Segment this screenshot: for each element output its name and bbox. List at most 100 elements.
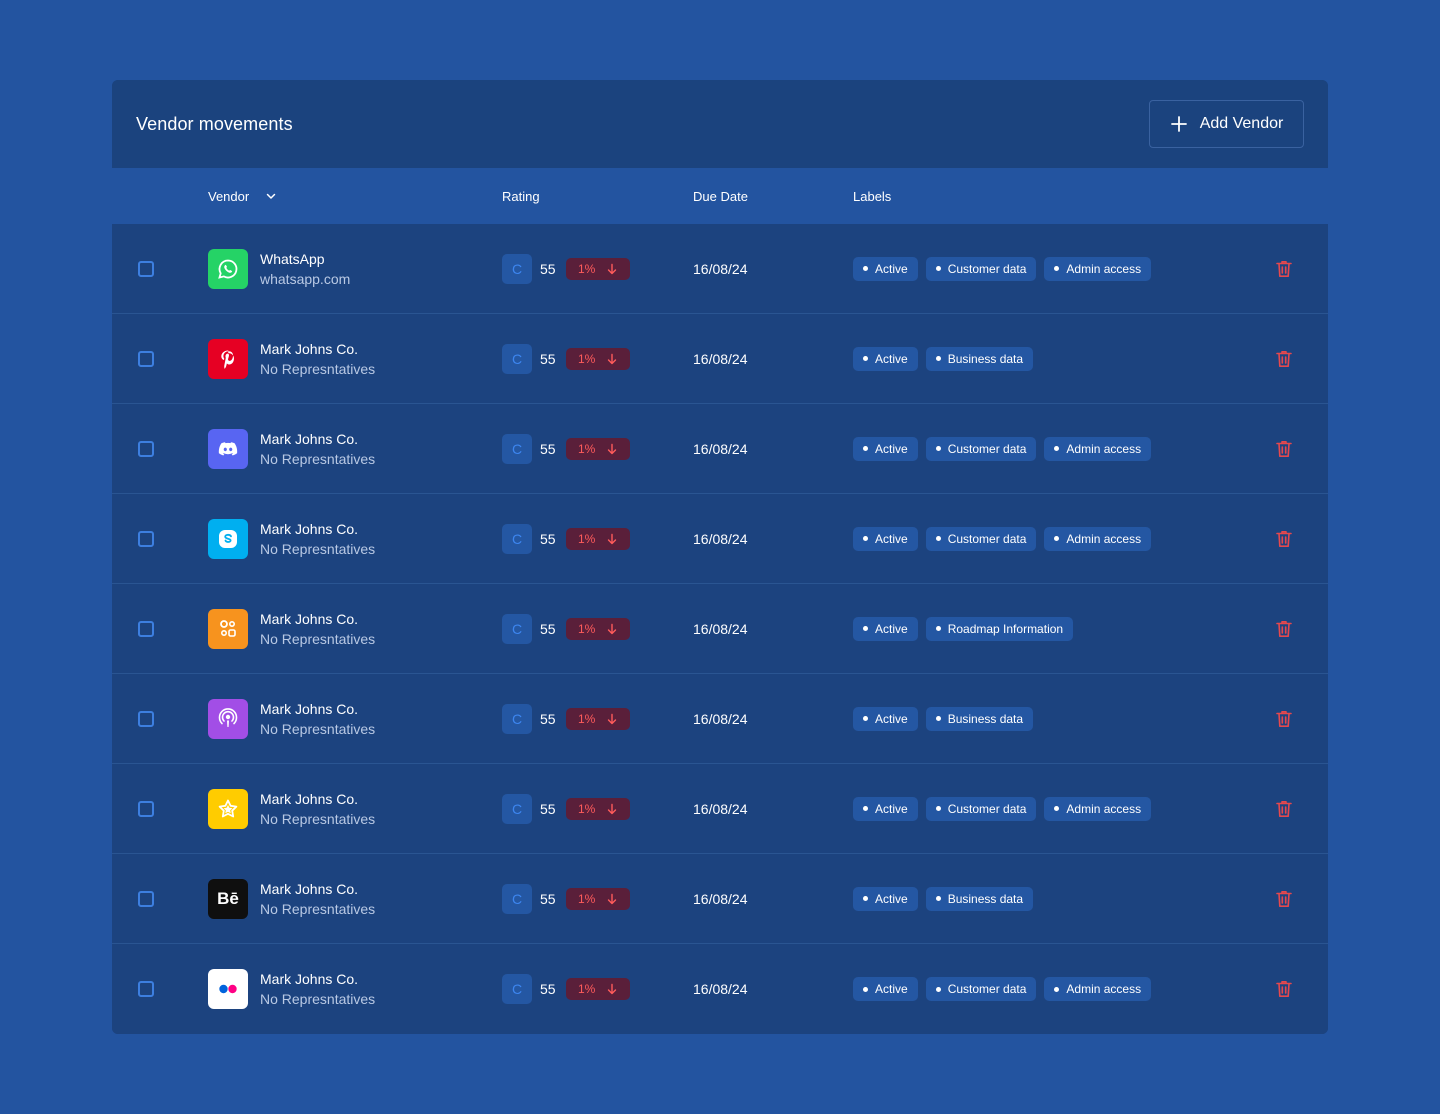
row-checkbox[interactable] — [138, 620, 154, 637]
label-tag-text: Customer data — [947, 441, 1027, 456]
row-checkbox[interactable] — [138, 260, 154, 277]
arrow-down-icon — [607, 803, 617, 814]
labels-group: Active Customer data Admin access — [853, 436, 1152, 461]
table-row[interactable]: Mark Johns Co. No Represntatives C 55 1% 16/0… — [112, 584, 1328, 674]
label-tag: Active — [853, 436, 918, 461]
rating-score: 55 — [540, 350, 556, 367]
column-labels: Labels — [853, 188, 892, 204]
rating-change-badge: 1% — [566, 617, 630, 640]
vendor-subtitle: No Represntatives — [260, 630, 376, 647]
card-header: Vendor movements Add Vendor — [112, 80, 1328, 168]
vendor-cell[interactable]: WhatsApp whatsapp.com — [208, 224, 350, 313]
podcasts-icon — [208, 698, 248, 739]
rating-score: 55 — [540, 981, 556, 997]
table-row[interactable]: Mark Johns Co. No Represntatives C 55 1% 16/0… — [112, 944, 1328, 1034]
label-tag: Active — [853, 346, 918, 371]
vendor-cell[interactable]: Mark Johns Co. No Represntatives — [208, 314, 375, 403]
rating-cell: C 55 1% — [502, 404, 630, 493]
row-checkbox[interactable] — [138, 890, 154, 907]
trash-icon[interactable] — [1274, 979, 1294, 999]
trash-icon[interactable] — [1274, 529, 1294, 549]
row-checkbox[interactable] — [138, 530, 154, 547]
due-date: 16/08/24 — [693, 981, 748, 997]
column-vendor-label: Vendor — [208, 188, 250, 204]
vendor-name: Mark Johns Co. — [260, 700, 359, 717]
vendor-name: Mark Johns Co. — [260, 790, 359, 807]
row-checkbox[interactable] — [138, 350, 154, 367]
label-tag: Business data — [925, 346, 1034, 371]
trash-icon[interactable] — [1274, 709, 1294, 729]
rating-grade-badge: C — [502, 343, 532, 374]
vendor-cell[interactable]: Mark Johns Co. No Represntatives — [208, 584, 375, 673]
table-row[interactable]: Mark Johns Co. No Represntatives C 55 1% 16/0… — [112, 404, 1328, 494]
label-tag: Admin access — [1044, 977, 1152, 1001]
vendor-cell[interactable]: Mark Johns Co. No Represntatives — [208, 494, 375, 583]
label-tag: Customer data — [925, 256, 1037, 281]
table-row[interactable]: WhatsApp whatsapp.com C 55 1% 16/08/24 Active C… — [112, 224, 1328, 314]
rating-cell: C 55 1% — [502, 854, 630, 943]
label-tag: Customer data — [925, 436, 1037, 461]
label-tag-text: Active — [875, 621, 908, 636]
vendor-name: Mark Johns Co. — [260, 880, 359, 897]
vendor-name: Mark Johns Co. — [260, 610, 359, 627]
row-checkbox[interactable] — [138, 440, 154, 457]
tag-dot — [935, 356, 941, 361]
discord-icon — [208, 428, 248, 469]
tag-dot — [1054, 446, 1060, 451]
label-tag-text: Active — [875, 891, 908, 906]
rating-cell: C 55 1% — [502, 584, 630, 673]
label-tag-text: Admin access — [1066, 441, 1142, 456]
row-checkbox[interactable] — [138, 710, 154, 727]
table-row[interactable]: Mark Johns Co. No Represntatives C 55 1% 16/0… — [112, 494, 1328, 584]
add-vendor-button[interactable]: Add Vendor — [1149, 100, 1304, 148]
column-vendor[interactable]: Vendor — [208, 168, 277, 224]
label-tag-text: Admin access — [1066, 531, 1142, 546]
due-date: 16/08/24 — [693, 620, 748, 637]
rating-cell: C 55 1% — [502, 314, 630, 403]
vendor-subtitle: No Represntatives — [260, 810, 376, 827]
vendor-cell[interactable]: Bē Mark Johns Co. No Represntatives — [208, 854, 375, 943]
chevron-down-icon[interactable] — [265, 190, 277, 202]
trash-icon[interactable] — [1274, 349, 1294, 369]
trash-icon[interactable] — [1274, 889, 1294, 909]
vendor-name: Mark Johns Co. — [260, 971, 359, 987]
vendor-cell[interactable]: Mark Johns Co. No Represntatives — [208, 404, 375, 493]
logo-text: Bē — [217, 888, 239, 908]
tag-dot — [863, 806, 868, 811]
row-checkbox[interactable] — [138, 981, 154, 997]
table-body: WhatsApp whatsapp.com C 55 1% 16/08/24 Active C… — [112, 224, 1328, 1034]
table-header: Vendor Rating Due Date Labels — [112, 168, 1328, 224]
rating-cell: C 55 1% — [502, 944, 630, 1034]
label-tag-text: Active — [875, 531, 908, 546]
table-row[interactable]: Mark Johns Co. No Represntatives C 55 1% 16/0… — [112, 314, 1328, 404]
pinterest-icon — [208, 338, 248, 379]
rating-change-badge: 1% — [566, 887, 630, 910]
tag-dot — [863, 626, 868, 631]
vendor-cell[interactable]: Mark Johns Co. No Represntatives — [208, 944, 375, 1034]
trash-icon[interactable] — [1274, 619, 1294, 639]
tag-dot — [935, 626, 941, 631]
table-row[interactable]: Mark Johns Co. No Represntatives C 55 1% 16/0… — [112, 674, 1328, 764]
label-tag-text: Business data — [947, 351, 1024, 366]
arrow-down-icon — [607, 443, 617, 454]
labels-group: Active Customer data Admin access — [853, 256, 1152, 281]
trash-icon[interactable] — [1274, 799, 1294, 819]
vendor-cell[interactable]: Mark Johns Co. No Represntatives — [208, 764, 375, 853]
label-tag: Admin access — [1044, 526, 1152, 551]
tag-dot — [935, 446, 941, 451]
vendor-subtitle: No Represntatives — [260, 991, 376, 1007]
arrow-down-icon — [607, 713, 617, 724]
column-due-date: Due Date — [693, 188, 748, 204]
tag-dot — [1054, 806, 1060, 811]
table-row[interactable]: Mark Johns Co. No Represntatives C 55 1% 16/0… — [112, 764, 1328, 854]
rating-grade-badge: C — [502, 433, 532, 464]
rating-change-value: 1% — [578, 621, 596, 636]
table-row[interactable]: Bē Mark Johns Co. No Represntatives C 55 1% 16… — [112, 854, 1328, 944]
vendor-cell[interactable]: Mark Johns Co. No Represntatives — [208, 674, 375, 763]
trash-icon[interactable] — [1274, 259, 1294, 279]
rating-grade-badge: C — [502, 793, 532, 824]
rating-change-value: 1% — [578, 801, 596, 816]
row-checkbox[interactable] — [138, 800, 154, 817]
trash-icon[interactable] — [1274, 439, 1294, 459]
ok-icon — [208, 608, 248, 649]
